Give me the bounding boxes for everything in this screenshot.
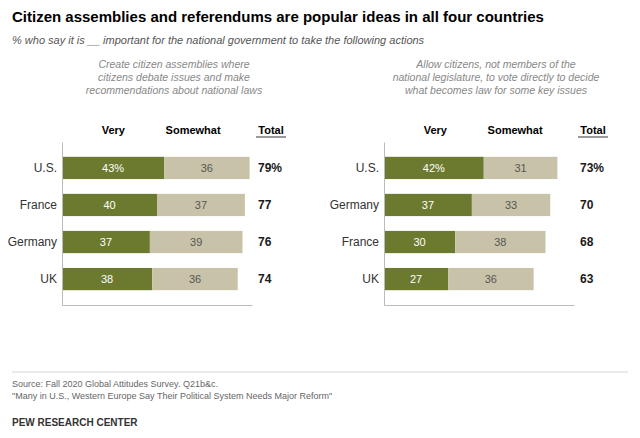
bar [164,157,250,179]
total-header: Total [580,124,605,136]
bar [157,194,245,216]
data-label: 36 [485,273,497,285]
bar [472,194,550,216]
category-label: Germany [8,235,57,249]
panel: Create citizen assemblies wherecitizens … [8,58,286,306]
x-axis-line [385,305,575,306]
bar [484,157,558,179]
total-label: 79% [258,161,282,175]
category-label: U.S. [356,161,379,175]
y-tick: France [20,198,58,212]
x-axis-line [63,305,253,306]
data-label: 43% [102,162,124,174]
footer-rule [12,372,628,373]
panel-title-line: national legislature, to vote directly t… [393,71,600,83]
y-tick: U.S. [356,161,379,175]
data-label: 37 [195,199,207,211]
bar [62,268,152,290]
data-label: 38 [101,273,113,285]
bar [384,157,484,179]
total-label: 74 [258,272,272,286]
data-label: 42% [423,162,445,174]
bar [62,194,157,216]
x-axis [63,305,253,306]
total-underline [578,137,608,138]
bar [455,231,545,253]
series-header: Very [424,124,448,136]
category-label: UK [362,272,379,286]
category-label: UK [40,272,57,286]
data-label: 39 [190,236,202,248]
data-label: 36 [189,273,201,285]
total-label: 68 [580,235,594,249]
y-axis: U.S. Germany France UK [330,143,385,306]
data-label: 27 [410,273,422,285]
panel-title-line: what becomes law for some key issues [405,84,588,96]
series-header: Somewhat [166,124,221,136]
panel-title: Allow citizens, not members of thenation… [393,58,600,96]
y-tick: Germany [330,198,379,212]
y-axis-line [62,143,63,306]
category-label: Germany [330,198,379,212]
source: Source: Fall 2020 Global Attitudes Surve… [12,379,218,389]
series-header: Somewhat [488,124,543,136]
data-label: 30 [414,236,426,248]
panel-title-line: citizens debate issues and make [98,71,250,83]
y-tick: UK [362,272,379,286]
y-tick: U.S. [34,161,57,175]
data-label: 40 [103,199,115,211]
panel-title-line: recommendations about national laws [86,84,263,96]
bar [152,268,238,290]
bars [384,157,557,290]
data-labels: 42% 37 30 27 31 33 38 36 [410,162,527,285]
title: Citizen assemblies and referendums are p… [12,8,544,25]
footer: PEW RESEARCH CENTER [12,417,138,428]
panel-title-line: Create citizen assemblies where [98,58,249,70]
category-label: U.S. [34,161,57,175]
total-underline [256,137,286,138]
bar [384,268,448,290]
data-label: 37 [422,199,434,211]
data-labels: 43% 40 37 38 36 37 39 36 [100,162,213,285]
y-tick: France [342,235,380,249]
data-label: 37 [100,236,112,248]
y-axis: U.S. France Germany UK [8,143,63,306]
total-label: 63 [580,272,594,286]
total-label: 76 [258,235,272,249]
data-label: 36 [201,162,213,174]
subtitle: % who say it is __ important for the nat… [12,34,425,46]
data-label: 31 [514,162,526,174]
total-label: 77 [258,198,272,212]
bars [62,157,250,290]
bar [384,231,455,253]
data-label: 33 [505,199,517,211]
source: "Many in U.S., Western Europe Say Their … [12,391,332,401]
total-header: Total [258,124,283,136]
category-label: France [342,235,380,249]
panel: Allow citizens, not members of thenation… [330,58,608,306]
panel-title-line: Allow citizens, not members of the [415,58,575,70]
chart: Citizen assemblies and referendums are p… [0,0,640,438]
bar [448,268,534,290]
y-tick: Germany [8,235,57,249]
data-label: 38 [494,236,506,248]
category-label: France [20,198,58,212]
bar [150,231,243,253]
x-axis [385,305,575,306]
total-label: 70 [580,198,594,212]
bar [62,231,150,253]
y-tick: UK [40,272,57,286]
total-label: 73% [580,161,604,175]
series-header: Very [102,124,126,136]
y-axis-line [384,143,385,306]
bar [62,157,164,179]
panel-title: Create citizen assemblies wherecitizens … [86,58,263,96]
bar [384,194,472,216]
